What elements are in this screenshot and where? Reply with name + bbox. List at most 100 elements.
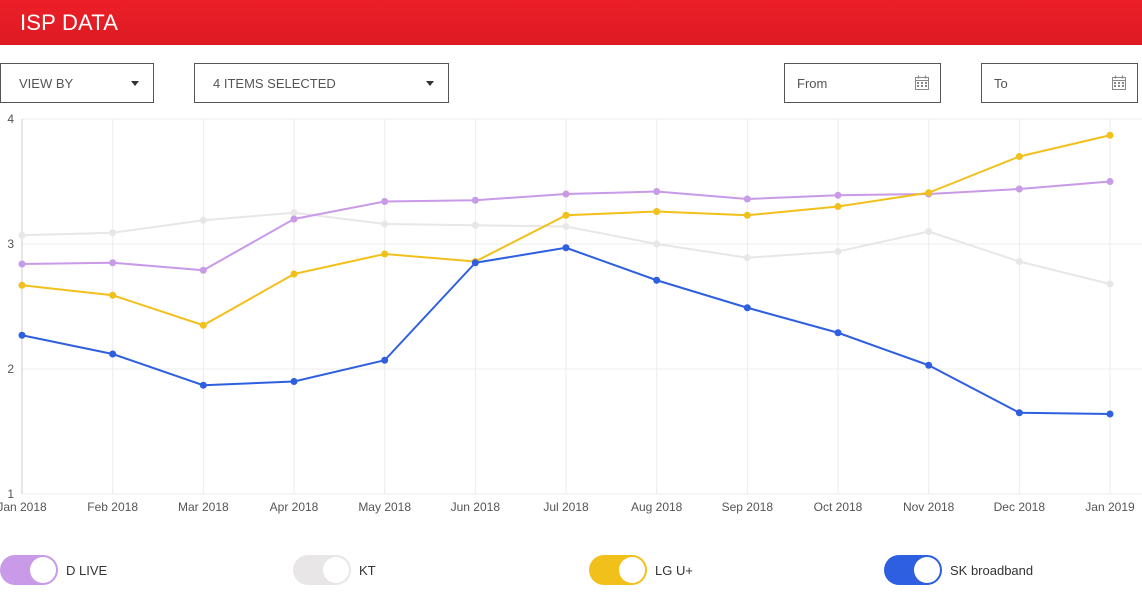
from-date-field[interactable] [784,63,941,103]
data-point-kt [834,248,842,255]
app-header: ISP DATA [0,0,1142,45]
data-point-d-live [653,188,661,195]
data-point-sk-broadband [199,381,207,389]
data-point-kt [109,229,117,237]
data-point-sk-broadband [1106,410,1114,418]
x-tick-label: Dec 2018 [994,500,1046,514]
data-point-d-live [471,196,479,204]
chevron-down-icon [131,80,139,86]
x-tick-label: Mar 2018 [178,500,229,514]
data-point-sk-broadband [381,356,389,364]
x-tick-label: Oct 2018 [814,500,863,514]
to-date-input[interactable] [994,75,1094,91]
data-point-kt [381,220,389,228]
data-point-kt [562,223,570,230]
chart-axes: 1 2 3 4 Jan 2018 Feb 2018 Mar 2018 Apr 2018 May … [0,112,1135,514]
legend-label: KT [359,562,376,578]
x-tick-label: Jan 2018 [0,500,47,514]
chevron-down-icon [426,80,434,86]
data-point-d-live [834,191,842,199]
data-point-sk-broadband [743,304,751,312]
x-tick-label: Jul 2018 [543,500,589,514]
data-point-sk-broadband [1015,409,1023,417]
x-tick-label: May 2018 [358,500,411,514]
data-point-kt [1106,280,1114,288]
toggle-switch[interactable] [884,555,942,585]
toggle-knob [619,557,645,583]
data-point-lg-u [743,211,751,219]
data-point-d-live [1015,185,1023,193]
view-by-label: VIEW BY [19,75,74,91]
data-point-kt [471,221,479,229]
data-point-d-live [18,260,26,268]
calendar-icon[interactable] [914,75,930,91]
chart-series [18,131,1114,418]
data-point-d-live [381,198,389,205]
data-point-lg-u [834,203,842,210]
legend-toggle-d-live[interactable]: D LIVE [0,555,107,585]
data-point-lg-u [1106,131,1114,139]
data-point-sk-broadband [834,329,842,337]
toggle-knob [30,557,56,583]
data-point-lg-u [653,208,661,215]
y-tick-label: 2 [7,362,14,376]
view-by-dropdown[interactable]: VIEW BY [0,63,154,103]
x-tick-label: Apr 2018 [270,500,319,514]
data-point-d-live [290,215,298,223]
chart-grid [21,118,1142,495]
legend-toggle-lg-u-plus[interactable]: LG U+ [589,555,693,585]
data-point-d-live [109,259,117,267]
items-select-dropdown[interactable]: 4 ITEMS SELECTED [194,63,449,103]
y-tick-label: 4 [7,112,14,126]
y-tick-label: 1 [7,487,14,501]
data-point-sk-broadband [653,276,661,284]
legend-toggle-kt[interactable]: KT [293,555,376,585]
toggle-switch[interactable] [0,555,58,585]
x-tick-label: Nov 2018 [903,500,955,514]
x-tick-label: Feb 2018 [87,500,138,514]
x-tick-label: Sep 2018 [722,500,774,514]
toggle-switch[interactable] [589,555,647,585]
x-tick-label: Jun 2018 [451,500,501,514]
data-point-lg-u [562,211,570,219]
data-point-sk-broadband [471,259,479,267]
data-point-d-live [1106,178,1114,185]
x-tick-label: Jan 2019 [1085,500,1135,514]
data-point-d-live [199,266,207,274]
data-point-kt [925,228,933,235]
calendar-icon[interactable] [1111,75,1127,91]
data-point-lg-u [18,281,26,289]
from-date-input[interactable] [797,75,897,91]
data-point-lg-u [290,270,298,278]
data-point-lg-u [381,250,389,258]
data-point-sk-broadband [290,378,298,385]
data-point-kt [743,254,751,262]
data-point-sk-broadband [18,331,26,339]
items-selected-label: 4 ITEMS SELECTED [213,75,336,91]
legend-label: LG U+ [655,562,693,578]
legend-toggle-sk-broadband[interactable]: SK broadband [884,555,1033,585]
toggle-knob [323,557,349,583]
data-point-kt [290,209,298,217]
x-tick-label: Aug 2018 [631,500,683,514]
toggle-knob [914,557,940,583]
data-point-kt [199,216,207,224]
data-point-kt [653,240,661,248]
data-point-lg-u [925,189,933,197]
y-tick-label: 3 [7,237,14,251]
toggle-switch[interactable] [293,555,351,585]
isp-line-chart: 1 2 3 4 Jan 2018 Feb 2018 Mar 2018 Apr 2018 May … [0,112,1142,514]
data-point-kt [1015,258,1023,265]
data-point-sk-broadband [109,350,117,358]
data-point-d-live [562,190,570,198]
legend-label: SK broadband [950,562,1034,578]
to-date-field[interactable] [981,63,1138,103]
legend-label: D LIVE [66,562,108,578]
page-title: ISP DATA [20,9,119,35]
data-point-sk-broadband [925,361,933,369]
data-point-d-live [743,195,751,203]
data-point-lg-u [1015,153,1023,160]
data-point-kt [18,231,26,239]
data-point-sk-broadband [562,244,570,252]
data-point-lg-u [199,321,207,329]
